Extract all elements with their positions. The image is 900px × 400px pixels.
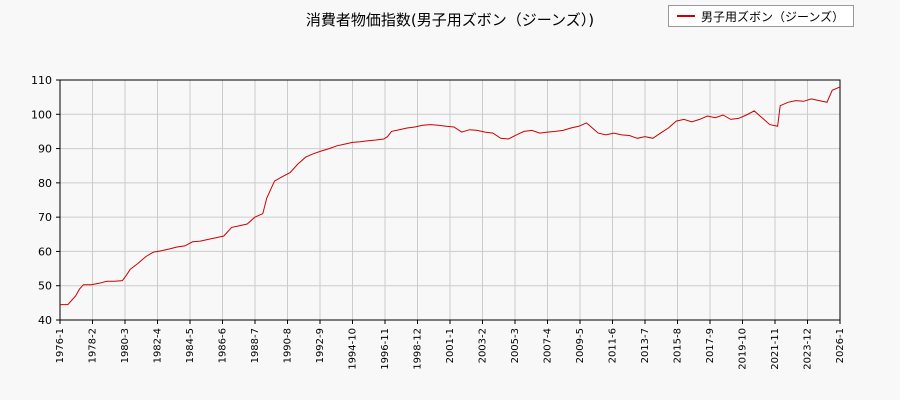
x-tick-label: 2005-3 bbox=[510, 328, 521, 363]
x-tick-label: 2021-11 bbox=[770, 328, 781, 370]
y-tick-label: 90 bbox=[38, 143, 52, 156]
x-tick-label: 1998-12 bbox=[413, 328, 424, 370]
x-tick-label: 1994-10 bbox=[348, 328, 359, 370]
y-tick-label: 60 bbox=[38, 245, 52, 258]
x-tick-label: 2026-1 bbox=[835, 328, 846, 363]
x-tick-label: 2011-6 bbox=[608, 328, 619, 363]
y-tick-label: 80 bbox=[38, 177, 52, 190]
x-tick-label: 1992-9 bbox=[315, 328, 326, 363]
plot-frame bbox=[59, 79, 841, 321]
y-tick-label: 50 bbox=[38, 280, 52, 293]
legend: 男子用ズボン（ジーンズ） bbox=[668, 5, 854, 27]
x-tick-label: 2003-2 bbox=[478, 328, 489, 363]
x-tick-label: 2023-12 bbox=[803, 328, 814, 370]
x-tick-label: 2015-8 bbox=[673, 328, 684, 363]
y-tick-label: 40 bbox=[38, 314, 52, 327]
chart-title: 消費者物価指数(男子用ズボン（ジーンズ）) bbox=[306, 11, 594, 29]
y-axis: 40 50 60 70 80 90 100 110 bbox=[31, 74, 60, 327]
y-tick-label: 100 bbox=[31, 108, 52, 121]
x-tick-label: 2017-9 bbox=[705, 328, 716, 363]
x-tick-label: 1984-5 bbox=[185, 328, 196, 363]
x-tick-label: 1988-7 bbox=[250, 328, 261, 363]
x-tick-label: 1986-6 bbox=[218, 328, 229, 363]
x-tick-label: 1982-4 bbox=[153, 328, 164, 363]
x-tick-label: 2009-5 bbox=[575, 328, 586, 363]
y-tick-label: 110 bbox=[31, 74, 52, 87]
series-line bbox=[60, 86, 841, 306]
grid-lines bbox=[59, 79, 841, 321]
y-tick-label: 70 bbox=[38, 211, 52, 224]
legend-label: 男子用ズボン（ジーンズ） bbox=[701, 9, 845, 24]
x-tick-label: 2007-4 bbox=[543, 328, 554, 363]
legend-swatch bbox=[677, 15, 695, 17]
x-tick-label: 2001-1 bbox=[445, 328, 456, 363]
x-axis: 1976-1 1978-2 1980-3 1982-4 1984-5 1986-6 1988… bbox=[55, 320, 846, 370]
x-tick-label: 1976-1 bbox=[55, 328, 66, 363]
x-tick-label: 1980-3 bbox=[120, 328, 131, 363]
x-tick-label: 2019-10 bbox=[738, 328, 749, 370]
x-tick-label: 1978-2 bbox=[88, 328, 99, 363]
x-tick-label: 1990-8 bbox=[283, 328, 294, 363]
x-tick-label: 2013-7 bbox=[640, 328, 651, 363]
x-tick-label: 1996-11 bbox=[380, 328, 391, 370]
